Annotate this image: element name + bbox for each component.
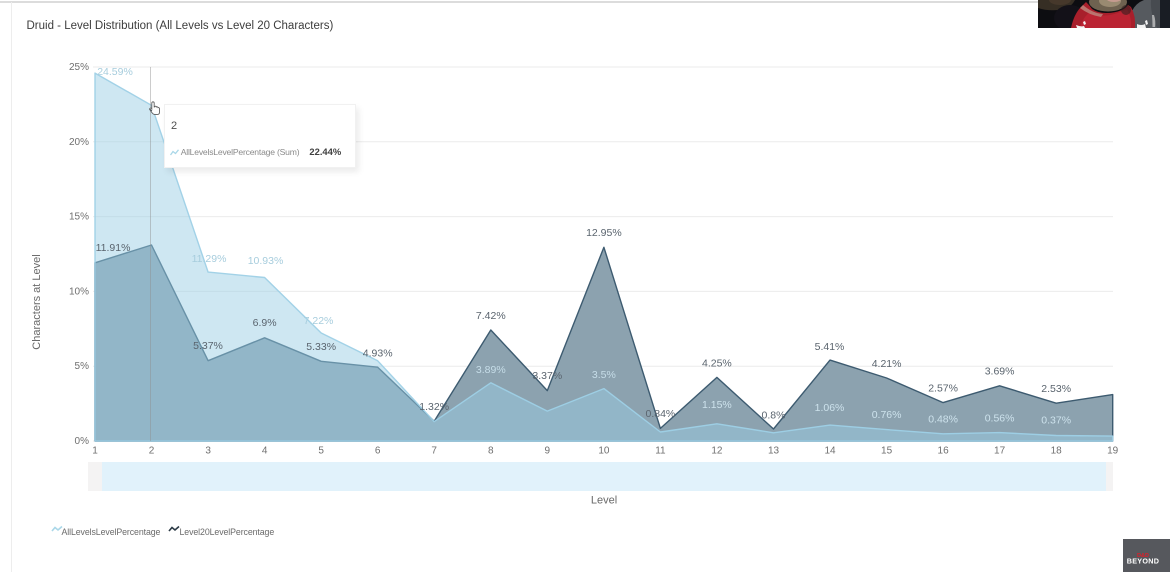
svg-text:24.59%: 24.59% xyxy=(97,66,133,78)
svg-text:5.41%: 5.41% xyxy=(815,341,845,353)
svg-text:18: 18 xyxy=(1051,446,1063,457)
svg-text:17: 17 xyxy=(994,446,1006,457)
svg-text:4.25%: 4.25% xyxy=(702,358,732,370)
svg-text:BEYOND: BEYOND xyxy=(1127,557,1160,566)
svg-text:12: 12 xyxy=(711,446,723,457)
svg-text:13: 13 xyxy=(768,446,780,457)
svg-text:5.33%: 5.33% xyxy=(306,341,336,353)
svg-text:0.8%: 0.8% xyxy=(762,410,786,422)
svg-text:6: 6 xyxy=(375,446,381,457)
svg-text:0.76%: 0.76% xyxy=(872,409,902,421)
svg-text:20%: 20% xyxy=(69,137,89,148)
svg-text:11.91%: 11.91% xyxy=(96,242,131,254)
svg-text:2.53%: 2.53% xyxy=(1041,383,1071,395)
svg-text:0.37%: 0.37% xyxy=(1041,415,1071,427)
svg-text:6.9%: 6.9% xyxy=(253,317,277,329)
svg-text:14: 14 xyxy=(824,446,836,457)
svg-text:4.21%: 4.21% xyxy=(872,358,902,370)
svg-text:7.42%: 7.42% xyxy=(476,310,506,322)
svg-text:1.32%: 1.32% xyxy=(419,401,449,413)
svg-text:0%: 0% xyxy=(75,436,90,447)
svg-text:1.06%: 1.06% xyxy=(815,402,845,414)
svg-text:16: 16 xyxy=(938,446,950,457)
svg-text:3.69%: 3.69% xyxy=(985,366,1015,378)
svg-text:5%: 5% xyxy=(75,361,90,372)
svg-text:7: 7 xyxy=(431,446,437,457)
svg-text:8: 8 xyxy=(488,446,494,457)
svg-text:5.37%: 5.37% xyxy=(193,340,223,352)
svg-text:0.48%: 0.48% xyxy=(928,414,958,426)
svg-text:15%: 15% xyxy=(69,212,89,223)
svg-text:3.89%: 3.89% xyxy=(476,364,506,376)
svg-text:9: 9 xyxy=(545,446,551,457)
svg-text:1.15%: 1.15% xyxy=(702,399,732,411)
svg-text:0.84%: 0.84% xyxy=(646,408,676,420)
svg-text:10%: 10% xyxy=(69,286,89,297)
svg-text:3.5%: 3.5% xyxy=(592,369,616,381)
svg-text:10: 10 xyxy=(598,446,610,457)
svg-text:3.37%: 3.37% xyxy=(532,370,562,382)
svg-text:0.56%: 0.56% xyxy=(985,413,1015,425)
svg-text:1: 1 xyxy=(92,446,98,457)
svg-text:19: 19 xyxy=(1107,446,1119,457)
svg-text:4.93%: 4.93% xyxy=(363,348,393,360)
svg-text:5: 5 xyxy=(318,446,324,457)
svg-text:Characters at Level: Characters at Level xyxy=(31,254,43,349)
svg-text:2.57%: 2.57% xyxy=(928,383,958,395)
svg-text:15: 15 xyxy=(881,446,893,457)
svg-text:3: 3 xyxy=(205,446,211,457)
svg-text:4: 4 xyxy=(262,446,268,457)
svg-text:Level20LevelPercentage: Level20LevelPercentage xyxy=(180,527,275,537)
svg-text:11: 11 xyxy=(655,446,666,457)
svg-text:11.29%: 11.29% xyxy=(192,253,227,265)
svg-text:Level: Level xyxy=(591,495,617,507)
svg-text:2: 2 xyxy=(149,446,155,457)
svg-text:12.95%: 12.95% xyxy=(586,227,622,239)
svg-text:D&D: D&D xyxy=(1137,553,1149,559)
svg-text:25%: 25% xyxy=(69,62,89,73)
svg-text:10.93%: 10.93% xyxy=(248,255,284,267)
svg-text:7.22%: 7.22% xyxy=(304,315,334,327)
svg-text:AllLevelsLevelPercentage: AllLevelsLevelPercentage xyxy=(62,527,161,537)
